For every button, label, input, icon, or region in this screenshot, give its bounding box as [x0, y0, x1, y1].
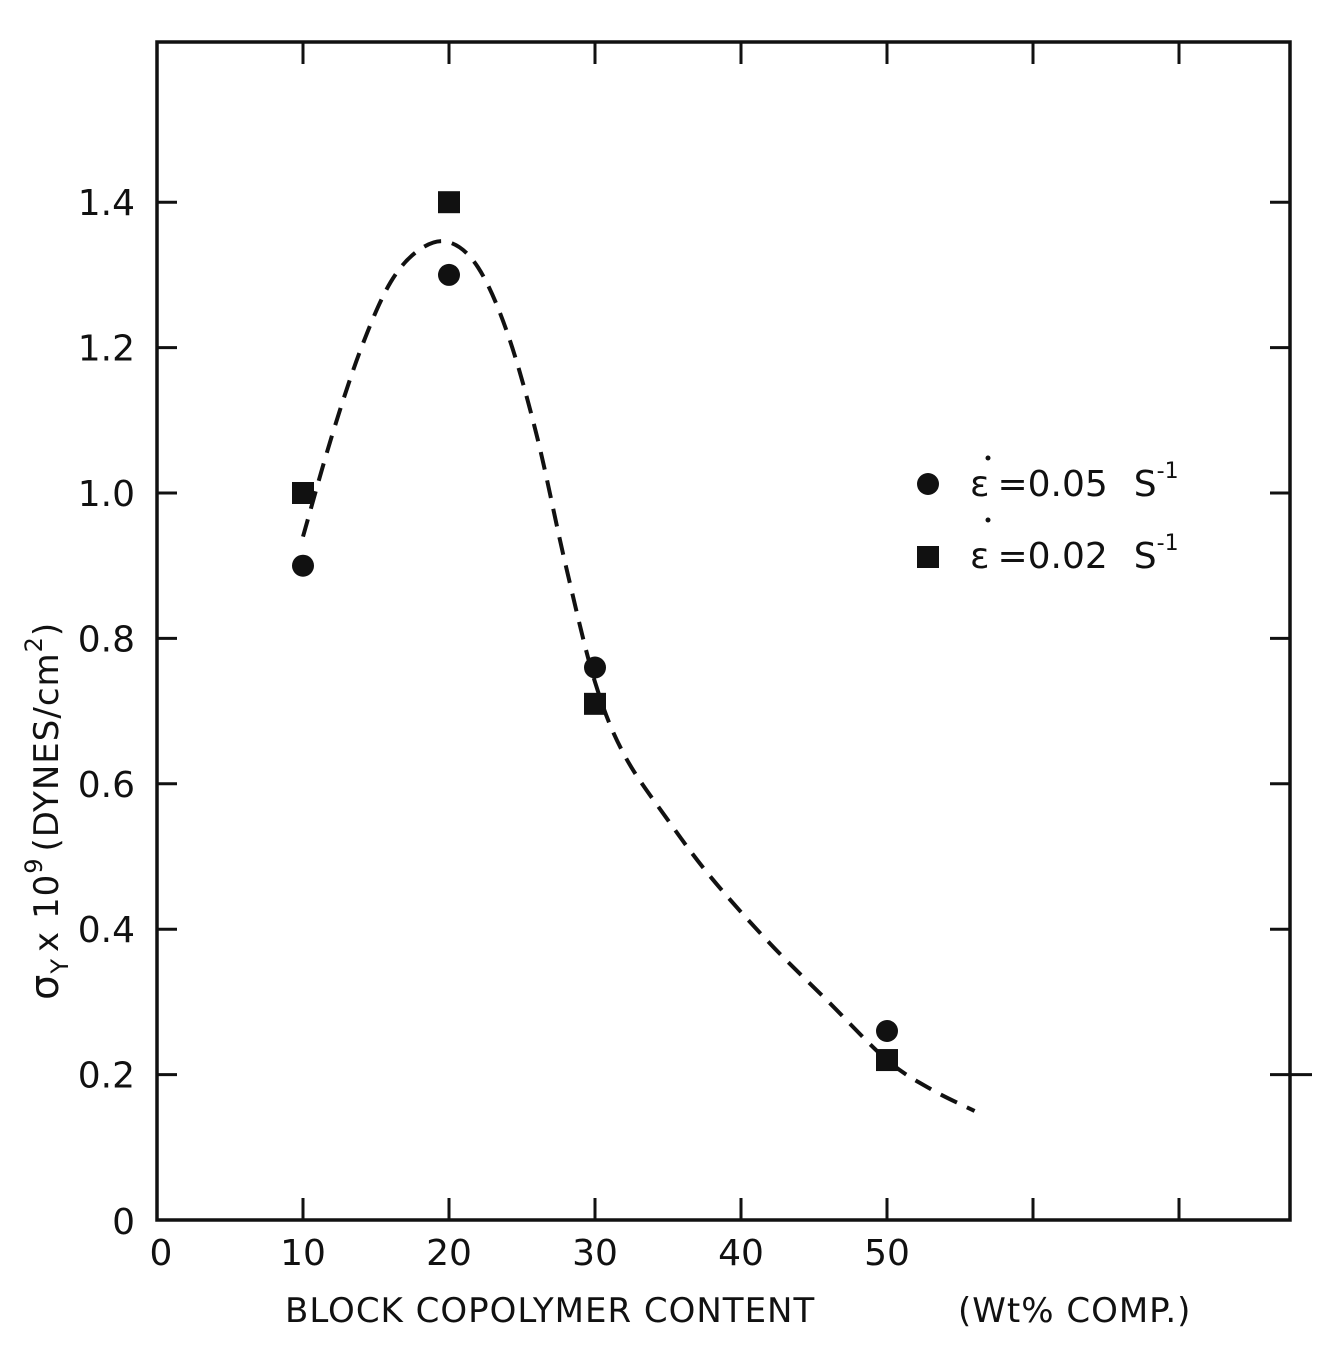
x-axis-ticks: 0 10 20 30 40 50: [150, 42, 1181, 1274]
legend-unit-square: S: [1134, 536, 1157, 577]
x-tick-label: 30: [572, 1233, 618, 1274]
legend-symbol-square: ε: [970, 536, 989, 577]
data-point-square: [438, 191, 460, 214]
y-axis-multiplier: x 10: [27, 874, 67, 952]
y-tick-label: 1.2: [78, 329, 135, 370]
y-axis-ticks: 0 0.2 0.4 0.6 0.8 1.0 1.2 1.4: [78, 183, 1312, 1243]
data-point-circle: [292, 554, 314, 577]
y-tick-label: 0.6: [78, 765, 135, 806]
legend-unit-circle: S: [1134, 464, 1157, 505]
plot-frame: [155, 40, 1292, 1222]
legend-value-square: =0.02: [997, 536, 1107, 577]
data-points: [292, 191, 898, 1072]
y-tick-label: 0.8: [78, 619, 135, 660]
x-tick-label: 40: [718, 1233, 764, 1274]
legend: ε =0.05 S-1 ε =0.02 S-1: [917, 455, 1179, 577]
legend-dot-circle: [985, 455, 991, 461]
y-axis-label: σYx 109 (DYNES/cm2): [20, 622, 74, 1000]
legend-label-square: ε =0.02 S-1: [970, 531, 1179, 577]
data-point-circle: [876, 1019, 898, 1042]
legend-label-circle: ε =0.05 S-1: [970, 459, 1179, 505]
y-tick-label: 1.4: [78, 183, 135, 224]
x-axis-unit: (Wt% COMP.): [958, 1291, 1191, 1331]
legend-entry-circle: ε =0.05 S-1: [917, 455, 1179, 505]
y-tick-label: 1.0: [78, 474, 135, 515]
legend-dot-square: [985, 517, 991, 523]
y-tick-label: 0: [112, 1202, 135, 1243]
y-axis-units: (DYNES/cm: [27, 652, 67, 851]
legend-value-circle: =0.05: [997, 464, 1107, 505]
data-point-circle: [438, 263, 460, 286]
x-tick-label: 0: [150, 1233, 173, 1274]
data-point-square: [876, 1049, 898, 1072]
data-point-circle: [584, 656, 606, 679]
y-axis-units-exponent: 2: [20, 636, 48, 652]
legend-symbol-circle: ε: [970, 464, 989, 505]
legend-marker-circle: [917, 473, 939, 495]
y-tick-label: 0.4: [78, 910, 135, 951]
legend-unit-exp-square: -1: [1157, 531, 1179, 556]
x-tick-label: 10: [280, 1233, 326, 1274]
y-axis-subscript: Y: [46, 958, 74, 975]
legend-entry-square: ε =0.02 S-1: [917, 517, 1179, 577]
y-axis-units-close: ): [27, 622, 67, 636]
y-axis-exponent: 9: [20, 857, 48, 873]
legend-unit-exp-circle: -1: [1157, 459, 1179, 484]
y-axis-symbol: σ: [22, 974, 68, 1000]
x-tick-label: 50: [864, 1233, 910, 1274]
legend-marker-square: [917, 546, 939, 568]
x-axis-label: BLOCK COPOLYMER CONTENT: [285, 1291, 815, 1331]
fit-curve: [301, 239, 976, 1113]
y-tick-label: 0.2: [78, 1056, 135, 1097]
data-point-square: [292, 482, 314, 504]
data-point-square: [584, 692, 606, 715]
x-tick-label: 20: [426, 1233, 472, 1274]
